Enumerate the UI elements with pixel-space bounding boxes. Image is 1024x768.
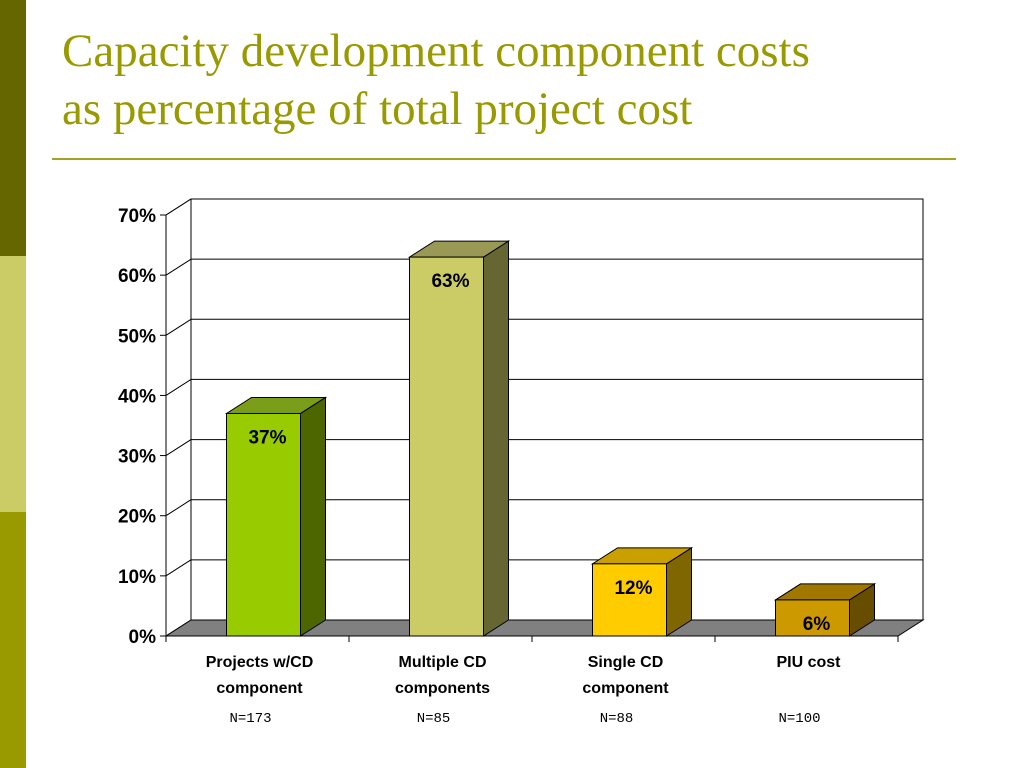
title-underline [52,158,956,160]
x-category-label: Projects w/CD [206,654,314,671]
side-wall-gridline [165,559,192,577]
y-tick-label: 60% [118,266,156,287]
y-tick-label: 0% [129,627,157,648]
bar-side [300,396,326,637]
y-tick-label: 40% [118,386,156,407]
bar [409,256,484,637]
bar-data-label: 37% [248,427,286,448]
y-tick-label: 50% [118,326,156,347]
slide-title: Capacity development component costs as … [62,22,982,138]
x-category-label: PIU cost [776,654,841,671]
sample-size-label: N=85 [417,711,451,727]
strip-segment-mid [0,512,26,768]
y-tick-label: 30% [118,447,156,468]
y-tick-label: 70% [118,206,156,227]
x-category-label: Single CD [588,654,664,671]
strip-segment-dark [0,0,26,256]
x-category-label: component [216,680,303,697]
slide-title-line-1: Capacity development component costs [62,25,810,77]
decorative-left-strip [0,0,26,768]
x-category-label: Multiple CD [399,654,487,671]
side-wall-gridline [165,499,192,517]
side-wall-top-edge [165,198,192,216]
bar-data-label: 6% [803,614,831,635]
bar [226,412,301,637]
bar [592,563,667,637]
sample-size-label: N=100 [778,711,820,727]
side-wall-gridline [165,379,192,396]
bar [775,599,850,637]
bar-data-label: 12% [614,578,652,599]
x-category-label: components [395,680,490,697]
bar-side [483,240,509,637]
y-tick-label: 10% [118,567,156,588]
sample-size-label: N=88 [600,711,634,727]
x-category-label: component [582,680,669,697]
side-wall-gridline [165,318,192,336]
side-wall-gridline [165,258,192,276]
sample-size-label: N=173 [229,711,271,727]
strip-segment-light [0,256,26,512]
bar-data-label: 63% [431,271,469,292]
slide-title-line-2: as percentage of total project cost [62,83,693,135]
side-wall-gridline [165,439,192,456]
y-tick-label: 20% [118,507,156,528]
